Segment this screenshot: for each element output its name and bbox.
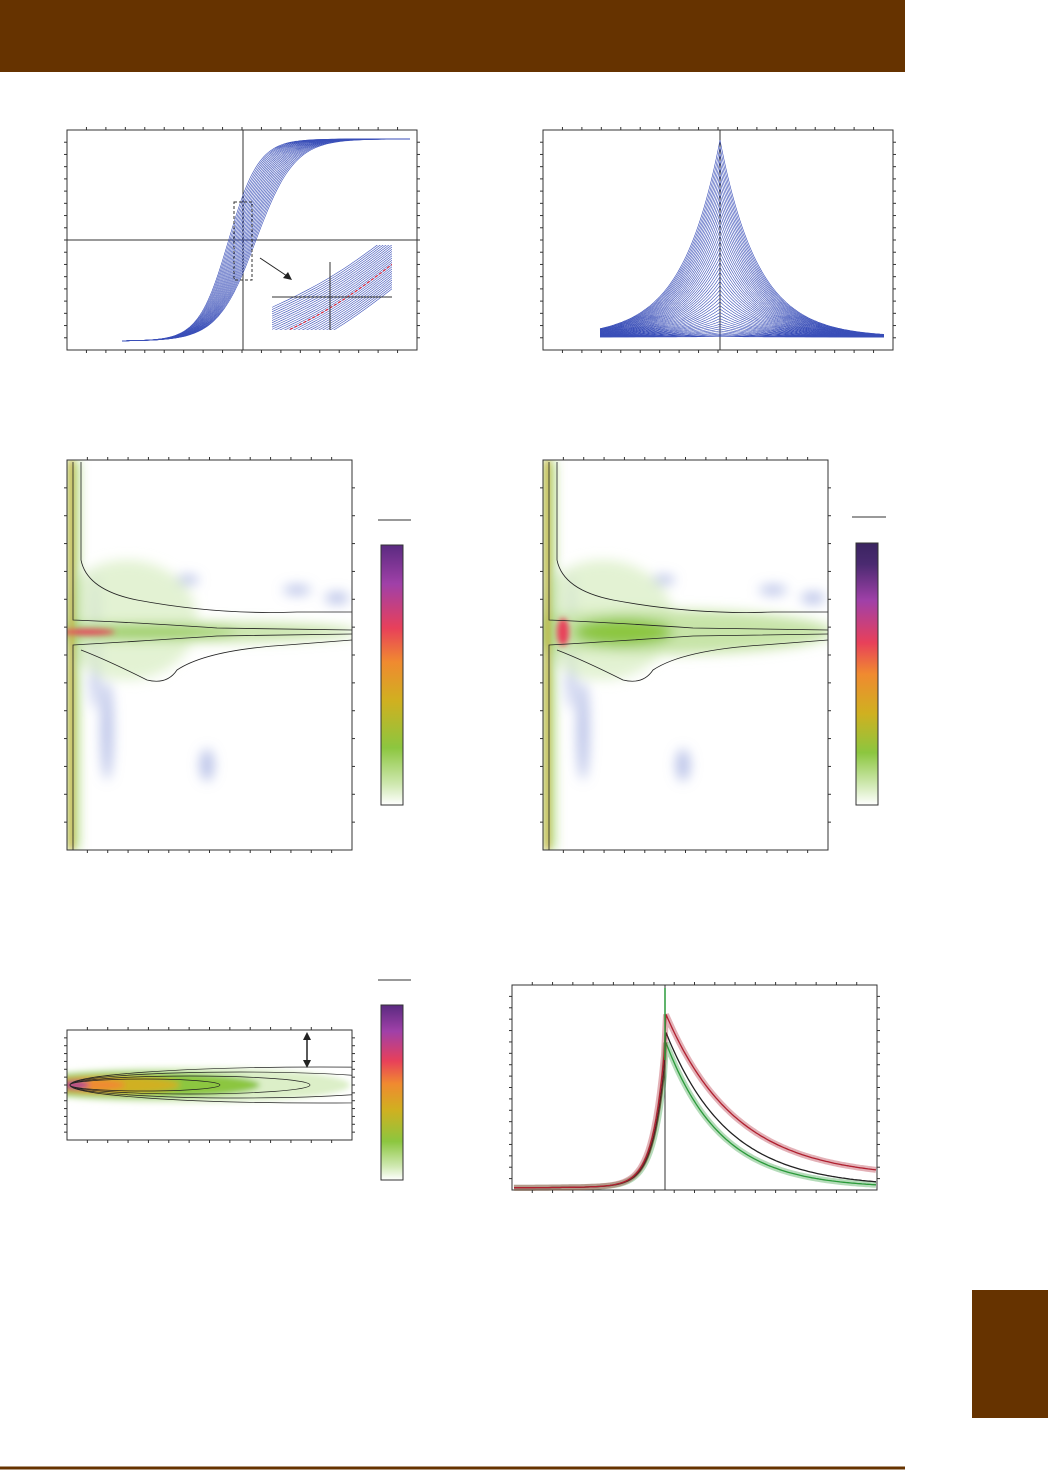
curve <box>272 245 378 308</box>
arrow <box>259 257 291 279</box>
colorbar <box>380 544 404 806</box>
orange-stripe <box>70 460 73 850</box>
curve <box>272 245 384 313</box>
colorbar <box>855 542 879 806</box>
curve <box>314 277 392 330</box>
curve <box>318 279 392 330</box>
blue-blob <box>801 592 825 604</box>
curve <box>272 248 392 324</box>
green-core <box>573 618 673 646</box>
heat-blur <box>543 460 828 850</box>
blue-blob <box>101 680 113 780</box>
curve <box>272 246 392 321</box>
curve <box>122 138 410 342</box>
curve <box>325 284 392 330</box>
contour <box>556 462 828 613</box>
curve <box>513 1014 877 1189</box>
curve <box>279 259 392 330</box>
curve <box>599 139 885 335</box>
heat-blur <box>67 460 115 850</box>
curve <box>599 147 885 335</box>
curve <box>329 286 392 330</box>
contour <box>548 633 828 850</box>
blue-blob <box>676 749 690 781</box>
panel-frame <box>542 459 829 851</box>
curve <box>272 255 392 330</box>
curve <box>513 1032 877 1189</box>
curve <box>306 273 392 330</box>
highlight-curve <box>287 263 392 330</box>
panel-frame <box>66 459 353 851</box>
red-core <box>557 618 569 646</box>
heat-blur <box>67 460 352 850</box>
arrow-head <box>283 272 292 280</box>
curve <box>272 251 392 326</box>
curve <box>297 268 392 330</box>
green-core <box>67 627 237 637</box>
orange-stripe <box>546 460 549 850</box>
curve <box>310 275 392 330</box>
curve <box>272 245 392 319</box>
contour <box>80 639 352 682</box>
blue-blob <box>283 585 311 595</box>
double-arrow-head <box>303 1032 311 1068</box>
blue-blob <box>759 585 787 595</box>
blue-blob <box>325 592 349 604</box>
curve <box>274 257 392 330</box>
curve <box>333 288 392 330</box>
heat-blur <box>546 460 569 850</box>
curve <box>272 253 392 328</box>
contour <box>72 462 352 631</box>
contour <box>69 1078 221 1092</box>
contour <box>72 633 352 850</box>
contour <box>80 462 352 613</box>
curve <box>599 154 885 335</box>
curve <box>599 167 885 335</box>
red-core <box>67 629 115 635</box>
heatmap <box>543 460 828 850</box>
curve <box>599 181 885 336</box>
heatmap <box>67 460 352 850</box>
curve <box>272 245 390 317</box>
panel-frame <box>66 1029 353 1141</box>
green-wing <box>67 560 197 680</box>
side-tab <box>972 1290 1048 1418</box>
contour <box>548 462 828 631</box>
curve <box>301 270 392 330</box>
curve <box>272 245 387 315</box>
figure-layers <box>64 127 896 1193</box>
curve <box>283 262 392 330</box>
curve <box>599 256 884 337</box>
curve <box>292 266 392 330</box>
heat-blur <box>67 1067 350 1103</box>
blue-blob <box>200 749 214 781</box>
zoom-box <box>233 201 253 281</box>
header-bar <box>0 0 905 72</box>
heatmap <box>67 1066 352 1104</box>
curve <box>599 192 885 336</box>
contour <box>556 639 828 682</box>
curve <box>272 245 381 310</box>
inset-bg <box>272 245 392 330</box>
colorbar <box>380 1004 404 1181</box>
inset <box>272 245 392 330</box>
blue-blob <box>577 680 589 780</box>
